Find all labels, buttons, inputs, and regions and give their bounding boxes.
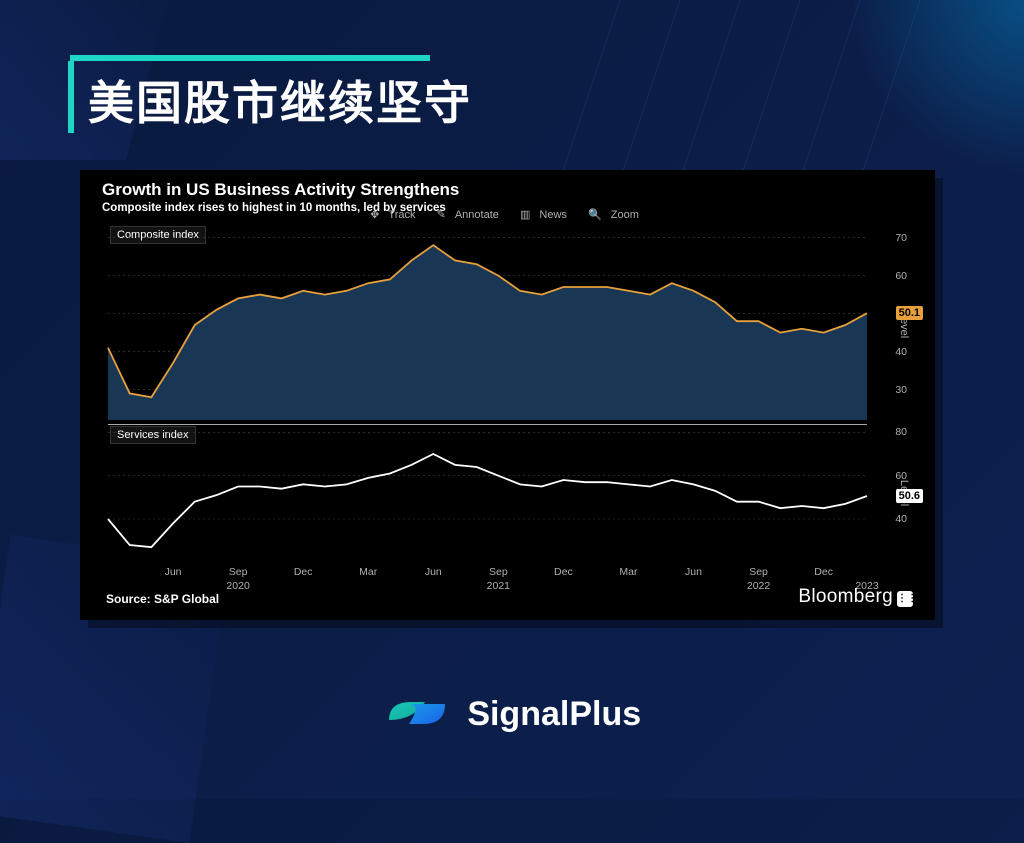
toolbar-news[interactable]: ▥ News [520, 209, 573, 221]
panel-separator [108, 424, 867, 425]
bloomberg-attribution: Bloomberg⋮⋮ [798, 586, 913, 608]
bloomberg-chart-card: Growth in US Business Activity Strengthe… [80, 170, 935, 620]
slide-title-block: 美国股市继续坚守 [68, 55, 472, 133]
chart-title: Growth in US Business Activity Strengthe… [102, 180, 927, 200]
chart-toolbar: ✥ Track ✎ Annotate ▥ News 🔍 Zoom [88, 208, 927, 221]
signalplus-logo-icon [383, 690, 453, 739]
composite-panel: Composite index Level 304050607050.1 [108, 230, 867, 420]
toolbar-zoom[interactable]: 🔍 Zoom [588, 209, 645, 221]
toolbar-annotate[interactable]: ✎ Annotate [437, 209, 505, 221]
services-plot [108, 428, 867, 558]
bg-lines-decor [560, 0, 960, 180]
slide-title: 美国股市继续坚守 [68, 61, 472, 133]
composite-plot [108, 230, 867, 420]
signalplus-logo-text: SignalPlus [467, 695, 641, 733]
footer-brand: SignalPlus [0, 690, 1024, 739]
toolbar-track[interactable]: ✥ Track [370, 209, 421, 221]
services-panel: Services index Level 40608050.6 [108, 428, 867, 558]
bloomberg-icon: ⋮⋮ [897, 591, 913, 607]
chart-source: Source: S&P Global [106, 592, 219, 606]
x-axis: JunSepDecMarJunSepDecMarJunSepDec2020202… [108, 566, 867, 596]
